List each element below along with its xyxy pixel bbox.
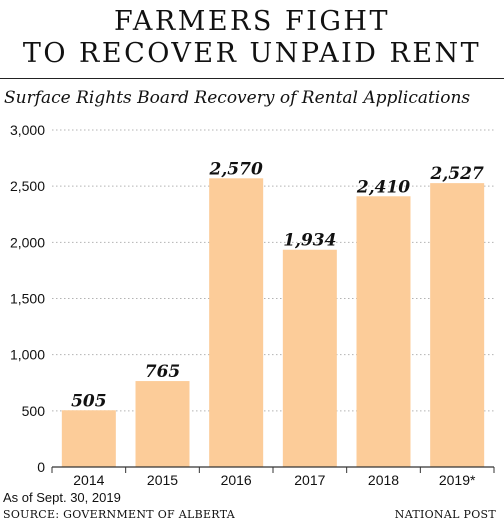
bar bbox=[135, 381, 190, 467]
data-label: 2,410 bbox=[356, 177, 410, 197]
data-label: 2,570 bbox=[209, 159, 263, 179]
y-tick-label: 3,000 bbox=[10, 122, 45, 138]
x-tick-label: 2014 bbox=[73, 472, 104, 488]
y-tick-label: 1,500 bbox=[10, 291, 45, 307]
x-tick-label: 2017 bbox=[294, 472, 325, 488]
x-tick-label: 2015 bbox=[147, 472, 178, 488]
data-label: 765 bbox=[145, 362, 181, 382]
credit-note: NATIONAL POST bbox=[394, 508, 496, 521]
bar bbox=[430, 183, 485, 467]
bar bbox=[61, 410, 116, 467]
bar bbox=[356, 196, 411, 467]
footnote: As of Sept. 30, 2019 bbox=[3, 490, 121, 505]
data-label: 1,934 bbox=[283, 231, 336, 251]
data-label: 2,527 bbox=[430, 164, 484, 184]
bar bbox=[282, 249, 337, 467]
y-tick-label: 1,000 bbox=[10, 347, 45, 363]
chart-subtitle: Surface Rights Board Recovery of Rental … bbox=[4, 88, 471, 108]
chart-title-line-1: FARMERS FIGHT bbox=[113, 6, 390, 37]
x-tick-label: 2019* bbox=[439, 472, 476, 488]
bar bbox=[209, 178, 264, 467]
y-tick-label: 0 bbox=[37, 459, 45, 475]
source-note: SOURCE: GOVERNMENT OF ALBERTA bbox=[3, 508, 235, 521]
chart-title-line-2: TO RECOVER UNPAID RENT bbox=[22, 38, 482, 69]
data-label: 505 bbox=[71, 391, 107, 411]
y-tick-label: 500 bbox=[22, 403, 46, 419]
x-tick-label: 2016 bbox=[221, 472, 252, 488]
y-tick-label: 2,500 bbox=[10, 178, 45, 194]
y-tick-label: 2,000 bbox=[10, 234, 45, 250]
x-tick-label: 2018 bbox=[368, 472, 399, 488]
title-divider bbox=[0, 78, 504, 79]
